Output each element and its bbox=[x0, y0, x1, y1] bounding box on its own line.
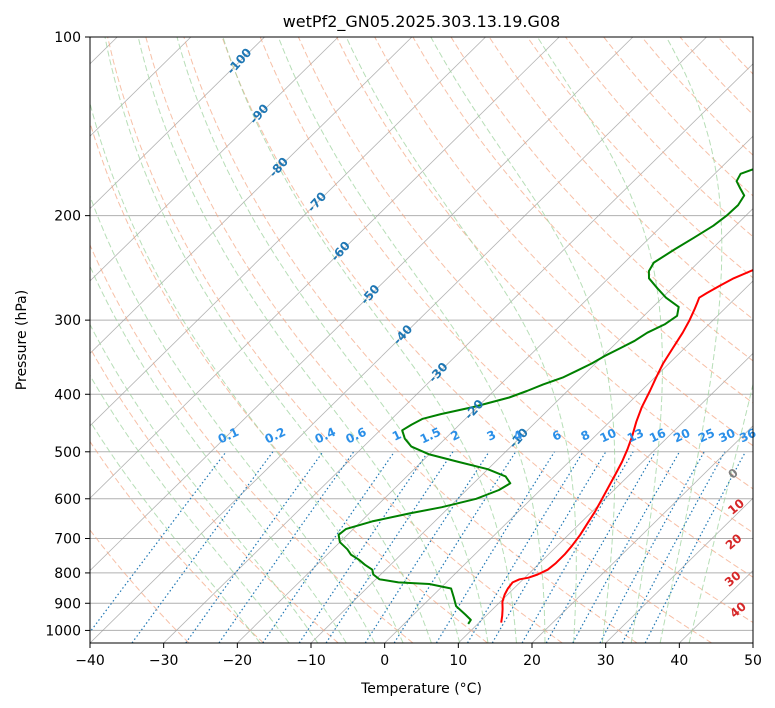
mixing-ratio-label: 16 bbox=[647, 426, 668, 446]
y-tick-label: 700 bbox=[54, 532, 81, 548]
isotherm-line bbox=[90, 37, 339, 282]
isotherm-line bbox=[90, 37, 486, 427]
isotherm-line bbox=[90, 37, 707, 643]
y-tick-label: 500 bbox=[54, 445, 81, 461]
moist-adiabat-line bbox=[90, 374, 290, 643]
dry-adiabat-line bbox=[90, 529, 190, 643]
dry-adiabat-line bbox=[488, 37, 753, 320]
isotherm-line bbox=[90, 37, 560, 499]
dewpoint-profile-line bbox=[337, 168, 753, 625]
dry-adiabat-line bbox=[336, 37, 753, 490]
mixing-ratio-line bbox=[131, 451, 274, 643]
mixing-ratio-line bbox=[218, 451, 355, 643]
mixing-ratio-line bbox=[325, 451, 454, 643]
x-tick-label: −40 bbox=[75, 653, 105, 669]
isotherm-line bbox=[458, 352, 753, 643]
moist-adiabat-line bbox=[104, 37, 432, 643]
plot-background-lines bbox=[90, 37, 753, 643]
mixing-ratio-line bbox=[621, 451, 726, 643]
mixing-ratio-label: 13 bbox=[625, 426, 646, 446]
isotherm-line bbox=[531, 425, 753, 643]
dry-adiabat-line bbox=[107, 37, 563, 643]
y-tick-label: 1000 bbox=[45, 623, 81, 639]
plot-frame bbox=[89, 36, 754, 644]
moist-adiabat-line bbox=[176, 37, 489, 643]
y-tick-label: 400 bbox=[54, 387, 81, 403]
dry-adiabat-line bbox=[90, 243, 414, 643]
moist-adiabat-line bbox=[222, 37, 517, 643]
moist-adiabat-line bbox=[688, 382, 753, 643]
isotherm-line bbox=[605, 497, 753, 643]
x-tick-label: 10 bbox=[449, 653, 467, 669]
dry-adiabat-line bbox=[90, 440, 264, 643]
x-tick-label: −30 bbox=[149, 653, 179, 669]
mixing-ratio-line bbox=[90, 451, 227, 634]
temperature-profile-line bbox=[500, 268, 753, 623]
dry-adiabat-line bbox=[412, 37, 753, 404]
moist-adiabat-line bbox=[90, 420, 261, 643]
y-tick-label: 600 bbox=[54, 492, 81, 508]
dry-adiabat-line bbox=[90, 121, 488, 643]
chart-title: wetPf2_GN05.2025.303.13.19.G08 bbox=[283, 12, 561, 32]
mixing-ratio-label: 20 bbox=[671, 426, 692, 446]
x-tick-label: −10 bbox=[296, 653, 326, 669]
dry-adiabat-line bbox=[221, 37, 753, 624]
axes: −40 −30 −20 −10 0 10 20 30 40 50 100 200 300 400 500 60… bbox=[45, 30, 762, 669]
sounding-profiles bbox=[337, 168, 753, 625]
x-tick-label: 30 bbox=[597, 653, 615, 669]
moist-adiabat-line bbox=[90, 323, 319, 643]
dry-adiabat-line bbox=[90, 346, 339, 643]
y-tick-label: 900 bbox=[54, 596, 81, 612]
dry-adiabat-line bbox=[297, 37, 753, 534]
x-tick-label: −20 bbox=[223, 653, 253, 669]
isotherm-line bbox=[310, 208, 753, 643]
isotherm-line bbox=[384, 280, 753, 643]
mixing-ratio-line bbox=[298, 451, 429, 643]
x-tick-label: 0 bbox=[380, 653, 389, 669]
moist-adiabat-line bbox=[345, 37, 577, 643]
moist-adiabat-line bbox=[277, 37, 546, 643]
mixing-ratio-line bbox=[393, 451, 517, 643]
x-tick-label: 20 bbox=[523, 653, 541, 669]
mixing-ratio-line bbox=[599, 451, 705, 643]
isotherm-line bbox=[163, 63, 753, 643]
x-tick-label: 40 bbox=[670, 653, 688, 669]
isotherm-line bbox=[90, 37, 265, 210]
mixing-ratio-label: 25 bbox=[696, 426, 717, 446]
moist-adiabat-line bbox=[90, 194, 376, 643]
mixing-ratio-line bbox=[572, 451, 681, 643]
isotherm-line bbox=[90, 37, 634, 572]
x-axis-title: Temperature (°C) bbox=[360, 681, 482, 697]
dry-adiabat-line bbox=[183, 37, 712, 643]
mixing-ratio-line bbox=[364, 451, 490, 643]
moist-adiabat-line bbox=[90, 265, 347, 643]
moist-adiabat-line bbox=[659, 37, 723, 643]
mixing-ratio-label: 30 bbox=[716, 426, 737, 446]
moist-adiabat-line bbox=[137, 37, 461, 643]
moist-adiabat-line bbox=[90, 101, 404, 643]
y-tick-label: 100 bbox=[54, 30, 81, 46]
mixing-ratio-label: 10 bbox=[598, 426, 619, 446]
moist-adiabat-line bbox=[536, 37, 663, 643]
dry-adiabat-line bbox=[259, 37, 753, 578]
isotherm-line bbox=[90, 37, 413, 354]
x-tick-label: 50 bbox=[744, 653, 762, 669]
y-tick-label: 300 bbox=[54, 313, 81, 329]
y-tick-label: 200 bbox=[54, 209, 81, 225]
mixing-ratio-line bbox=[466, 451, 584, 643]
dry-adiabat-line bbox=[374, 37, 753, 447]
mixing-ratio-line bbox=[185, 451, 324, 643]
mixing-ratio-line bbox=[262, 451, 395, 643]
y-tick-label: 800 bbox=[54, 566, 81, 582]
y-axis-title: Pressure (hPa) bbox=[14, 290, 30, 390]
